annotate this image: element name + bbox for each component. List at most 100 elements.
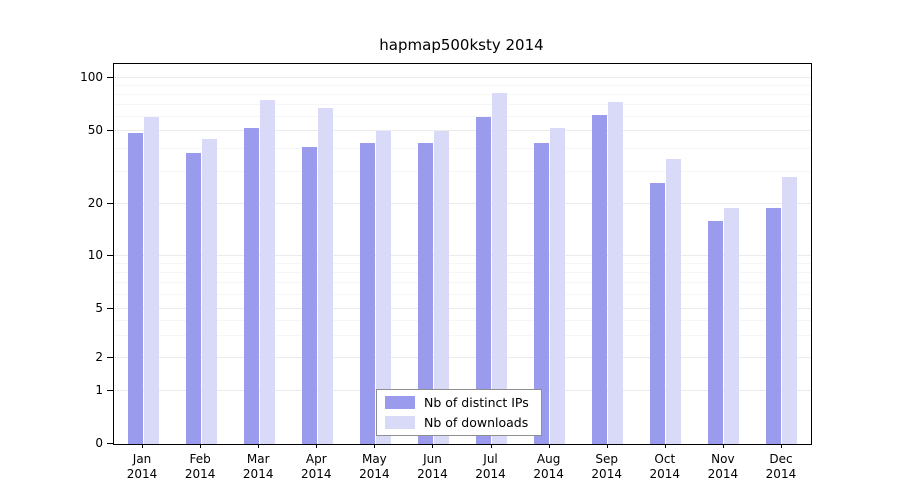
x-tick-label-year: 2014 <box>242 467 274 481</box>
x-tick-label: Feb 2014 <box>170 452 230 482</box>
minor-gridline <box>114 85 811 87</box>
minor-gridline <box>114 147 811 149</box>
bar-downloads <box>492 93 508 444</box>
x-tick-label-month: Jul <box>483 452 498 466</box>
x-tick-label: Jan 2014 <box>112 452 172 482</box>
bar-downloads <box>143 117 159 444</box>
legend-item: Nb of distinct IPs <box>385 395 529 410</box>
y-tick-label: 2 <box>95 350 103 364</box>
x-tick-mark <box>606 444 608 448</box>
x-tick-label: Aug 2014 <box>519 452 579 482</box>
bar-downloads <box>550 128 566 444</box>
bar-distinct-ips <box>417 143 433 444</box>
y-tick-label: 1 <box>95 383 103 397</box>
bar-distinct-ips <box>185 152 201 444</box>
gridline <box>114 255 811 256</box>
minor-gridline <box>114 116 811 118</box>
y-tick-mark <box>107 255 113 256</box>
x-tick-label-year: 2014 <box>649 467 681 481</box>
x-tick-label: May 2014 <box>344 452 404 482</box>
x-tick-mark <box>316 444 318 448</box>
y-tick-label: 100 <box>80 70 103 84</box>
x-tick-label-year: 2014 <box>707 467 739 481</box>
x-tick-mark <box>258 444 260 448</box>
minor-gridline <box>114 170 811 172</box>
y-tick-label: 5 <box>95 301 103 315</box>
x-tick-label: Nov 2014 <box>693 452 753 482</box>
y-tick-label: 20 <box>87 196 103 210</box>
y-tick-mark <box>107 308 113 309</box>
x-tick-label: Sep 2014 <box>577 452 637 482</box>
x-tick-mark <box>490 444 492 448</box>
x-tick-label-year: 2014 <box>359 467 390 481</box>
bar-distinct-ips <box>708 220 724 444</box>
x-tick-label-month: Dec <box>769 452 793 466</box>
bar-distinct-ips <box>766 207 782 444</box>
x-tick-mark <box>374 444 376 448</box>
legend-swatch <box>385 416 415 429</box>
chart-title: hapmap500ksty 2014 <box>379 36 544 54</box>
x-tick-label-month: Apr <box>305 452 327 466</box>
x-tick-mark <box>200 444 202 448</box>
y-tick-mark <box>107 443 113 444</box>
bar-downloads <box>201 139 217 444</box>
bar-downloads <box>724 207 740 444</box>
x-tick-mark <box>142 444 144 448</box>
x-tick-label-year: 2014 <box>533 467 564 481</box>
x-tick-label-month: Aug <box>536 452 561 466</box>
bar-distinct-ips <box>476 117 492 444</box>
legend-item: Nb of downloads <box>385 415 529 430</box>
minor-gridline <box>114 263 811 265</box>
bar-distinct-ips <box>301 146 317 444</box>
bar-downloads <box>317 107 333 444</box>
y-tick-mark <box>107 203 113 204</box>
minor-gridline <box>114 104 811 106</box>
minor-gridline <box>114 272 811 274</box>
x-tick-label-month: Mar <box>246 452 270 466</box>
legend-swatch <box>385 396 415 409</box>
x-tick-mark <box>722 444 724 448</box>
gridline <box>114 357 811 358</box>
bar-downloads <box>782 177 798 444</box>
bar-downloads <box>259 100 275 444</box>
x-tick-label-month: Sep <box>595 452 619 466</box>
bar-distinct-ips <box>534 143 550 444</box>
minor-gridline <box>114 294 811 296</box>
x-tick-label-year: 2014 <box>184 467 216 481</box>
x-tick-label-year: 2014 <box>301 467 332 481</box>
legend-label: Nb of distinct IPs <box>424 395 529 410</box>
bar-distinct-ips <box>592 114 608 444</box>
gridline <box>114 130 811 131</box>
bar-distinct-ips <box>127 132 143 444</box>
bar-downloads <box>433 131 449 444</box>
gridline <box>114 77 811 78</box>
legend-label: Nb of downloads <box>424 415 529 430</box>
legend: Nb of distinct IPs Nb of downloads <box>376 389 542 436</box>
x-tick-mark <box>432 444 434 448</box>
y-tick-mark <box>107 130 113 131</box>
y-tick-mark <box>107 390 113 391</box>
y-tick-label: 0 <box>95 436 103 450</box>
y-tick-label: 50 <box>87 123 103 137</box>
minor-gridline <box>114 282 811 284</box>
minor-gridline <box>114 335 811 337</box>
y-tick-label: 10 <box>87 248 103 262</box>
y-tick-mark <box>107 357 113 358</box>
x-tick-label-month: Nov <box>711 452 735 466</box>
bar-downloads <box>375 131 391 444</box>
minor-gridline <box>114 94 811 96</box>
x-tick-label-year: 2014 <box>475 467 506 481</box>
bar-downloads <box>608 102 624 444</box>
bar-distinct-ips <box>650 183 666 444</box>
plot-area <box>113 63 812 445</box>
x-tick-label: Mar 2014 <box>228 452 288 482</box>
x-tick-mark <box>664 444 666 448</box>
x-tick-label-year: 2014 <box>591 467 622 481</box>
x-tick-label-month: Jan <box>132 452 152 466</box>
bar-distinct-ips <box>243 128 259 444</box>
x-tick-label: Dec 2014 <box>751 452 811 482</box>
gridline <box>114 203 811 204</box>
x-tick-label-year: 2014 <box>765 467 797 481</box>
x-tick-label: Apr 2014 <box>286 452 346 482</box>
